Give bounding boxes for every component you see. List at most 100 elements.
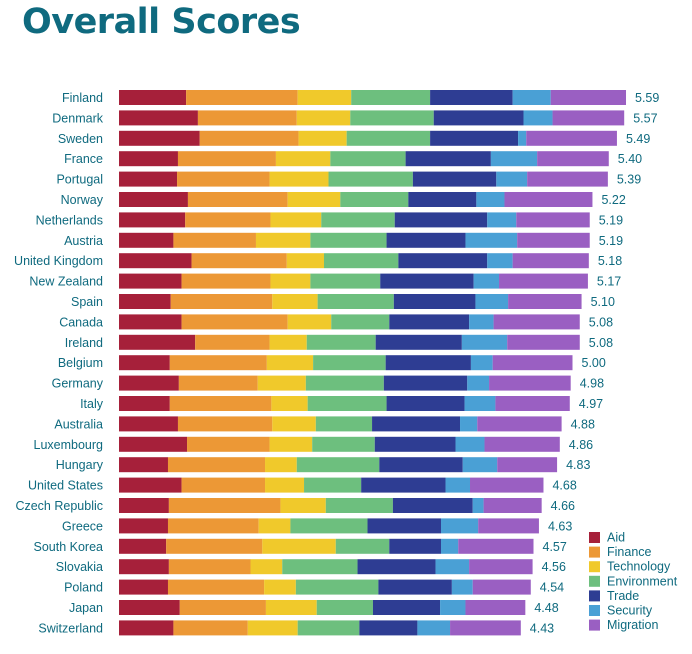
category-label-switzerland: Switzerland xyxy=(38,621,103,635)
bar-row-ireland xyxy=(119,334,580,350)
bar-stacks xyxy=(119,90,627,636)
bar-segment-migration-spain xyxy=(508,294,582,309)
bar-segment-trade-germany xyxy=(383,375,468,391)
bar-row-sweden xyxy=(119,130,617,146)
bar-segment-technology-italy xyxy=(271,396,308,411)
total-label-netherlands: 5.19 xyxy=(599,213,623,227)
bar-segment-finance-australia xyxy=(177,416,273,432)
bar-segment-aid-canada xyxy=(119,314,182,330)
bar-segment-aid-switzerland xyxy=(119,620,174,636)
bar-segment-environment-united-kingdom xyxy=(323,253,399,269)
bar-segment-migration-norway xyxy=(504,192,593,207)
total-label-germany: 4.98 xyxy=(580,377,604,391)
bar-segment-security-denmark xyxy=(523,110,553,126)
bar-segment-trade-czech-republic xyxy=(392,498,473,513)
category-label-france: France xyxy=(64,152,103,166)
bar-row-japan xyxy=(119,600,526,615)
bar-segment-aid-czech-republic xyxy=(119,498,169,513)
legend-label-environment: Environment xyxy=(607,574,678,588)
bar-segment-migration-italy xyxy=(495,396,570,411)
chart-title: Overall Scores xyxy=(22,2,301,42)
bar-row-denmark xyxy=(119,110,625,126)
bar-row-greece xyxy=(119,518,539,534)
bar-segment-migration-united-kingdom xyxy=(512,253,589,269)
bar-segment-finance-south-korea xyxy=(166,538,263,554)
category-label-australia: Australia xyxy=(54,417,103,431)
bar-segment-trade-norway xyxy=(408,192,477,207)
total-label-south-korea: 4.57 xyxy=(543,540,567,554)
total-label-hungary: 4.83 xyxy=(566,458,590,472)
bar-row-austria xyxy=(119,232,590,248)
bar-segment-finance-czech-republic xyxy=(168,498,281,513)
bar-segment-migration-czech-republic xyxy=(483,498,542,513)
bar-segment-environment-australia xyxy=(315,416,373,432)
legend-swatch-technology xyxy=(589,561,600,573)
total-label-australia: 4.88 xyxy=(571,417,595,431)
bar-segment-aid-slovakia xyxy=(119,559,169,575)
bar-segment-aid-finland xyxy=(119,90,187,105)
bar-segment-migration-finland xyxy=(550,90,627,105)
category-label-luxembourg: Luxembourg xyxy=(34,438,104,452)
bar-segment-finance-italy xyxy=(169,396,272,411)
bar-segment-finance-denmark xyxy=(197,110,297,126)
category-label-belgium: Belgium xyxy=(58,356,103,370)
total-label-belgium: 5.00 xyxy=(582,356,606,370)
bar-segment-environment-belgium xyxy=(313,355,386,371)
bar-segment-finance-united-kingdom xyxy=(191,253,287,269)
legend-swatch-migration xyxy=(589,619,600,631)
bar-row-united-kingdom xyxy=(119,253,589,269)
total-label-czech-republic: 4.66 xyxy=(551,499,575,513)
legend-swatch-trade xyxy=(589,590,600,602)
bar-segment-technology-denmark xyxy=(296,110,351,126)
total-label-united-states: 4.68 xyxy=(552,479,576,493)
category-label-norway: Norway xyxy=(61,193,104,207)
bar-segment-finance-finland xyxy=(186,90,298,105)
bar-segment-technology-canada xyxy=(287,314,332,330)
bar-row-canada xyxy=(119,314,580,330)
bar-row-new-zealand xyxy=(119,273,588,289)
bar-segment-migration-belgium xyxy=(492,355,573,371)
category-label-united-states: United States xyxy=(28,479,103,493)
bar-segment-aid-portugal xyxy=(119,171,178,187)
bar-segment-aid-france xyxy=(119,151,178,167)
bar-segment-technology-poland xyxy=(264,579,296,595)
category-label-japan: Japan xyxy=(69,601,103,615)
bar-segment-technology-finland xyxy=(297,90,352,105)
bar-segment-security-greece xyxy=(440,518,479,534)
bar-row-germany xyxy=(119,375,571,391)
bar-segment-aid-japan xyxy=(119,600,180,615)
bar-segment-security-portugal xyxy=(496,171,528,187)
category-label-united-kingdom: United Kingdom xyxy=(14,254,103,268)
bar-segment-finance-canada xyxy=(181,314,288,330)
bar-segment-aid-sweden xyxy=(119,130,200,146)
total-label-united-kingdom: 5.18 xyxy=(598,254,622,268)
total-labels: 5.59 5.57 5.49 5.40 5.39 5.22 5.19 5.19 5.18 5.17… xyxy=(530,91,660,635)
bar-row-hungary xyxy=(119,457,558,473)
bar-row-slovakia xyxy=(119,559,533,575)
bar-segment-migration-switzerland xyxy=(450,620,521,636)
bar-segment-environment-united-states xyxy=(304,477,362,493)
category-label-ireland: Ireland xyxy=(65,336,103,350)
bar-segment-migration-denmark xyxy=(552,110,625,126)
bar-segment-migration-greece xyxy=(478,518,539,534)
bar-segment-migration-france xyxy=(537,151,609,167)
bar-segment-migration-portugal xyxy=(527,171,608,187)
bar-segment-security-belgium xyxy=(470,355,493,371)
total-label-canada: 5.08 xyxy=(589,315,613,329)
bar-segment-security-japan xyxy=(440,600,466,615)
bar-segment-migration-new-zealand xyxy=(499,273,588,289)
bar-segment-technology-germany xyxy=(257,375,306,391)
bar-segment-migration-south-korea xyxy=(458,538,534,554)
bar-segment-finance-norway xyxy=(187,192,288,207)
bar-segment-technology-ireland xyxy=(269,334,307,350)
bar-segment-environment-finland xyxy=(351,90,431,105)
bar-segment-trade-hungary xyxy=(379,457,463,473)
bar-segment-environment-czech-republic xyxy=(325,498,393,513)
bar-segment-finance-netherlands xyxy=(185,212,271,228)
bar-segment-trade-united-states xyxy=(361,477,446,493)
bar-segment-aid-luxembourg xyxy=(119,436,188,452)
bar-segment-security-united-kingdom xyxy=(487,253,513,269)
bar-segment-trade-sweden xyxy=(430,130,519,146)
bar-segment-trade-new-zealand xyxy=(380,273,474,289)
bar-segment-environment-ireland xyxy=(306,334,376,350)
